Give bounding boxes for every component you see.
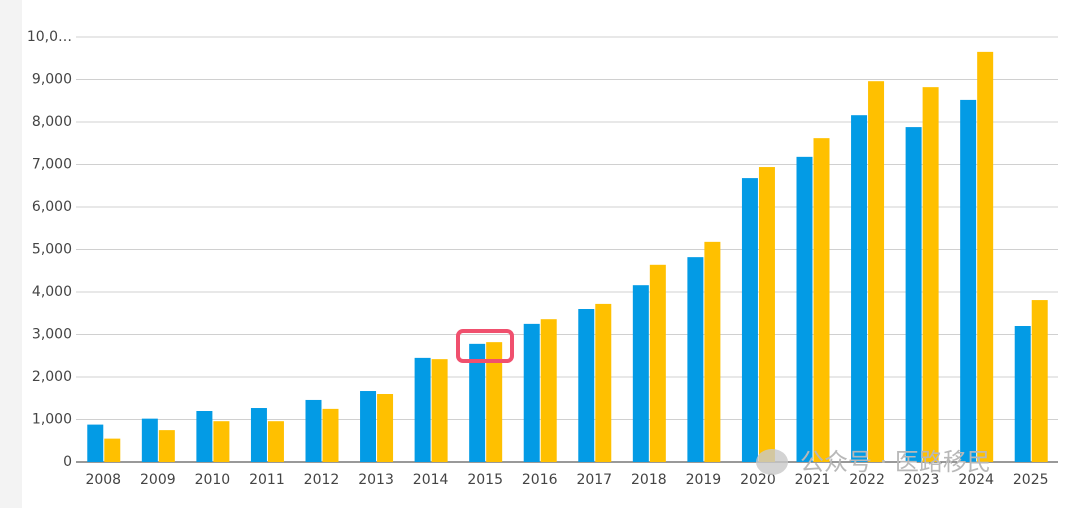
bar: [305, 399, 322, 462]
bar: [632, 285, 649, 462]
side-strip: [0, 0, 22, 508]
bar: [578, 309, 595, 462]
x-tick-label: 2023: [904, 472, 940, 488]
x-tick-label: 2018: [631, 472, 667, 488]
bar: [486, 342, 503, 462]
bar: [868, 81, 885, 462]
y-tick-label: 0: [63, 454, 72, 470]
highlight-box: [456, 329, 514, 363]
bar: [758, 167, 775, 463]
bar: [905, 127, 922, 462]
bar: [523, 323, 540, 462]
y-tick-label: 8,000: [32, 114, 72, 130]
bar: [687, 257, 704, 462]
bar: [431, 359, 448, 462]
x-tick-label: 2017: [576, 472, 612, 488]
x-tick-label: 2012: [304, 472, 340, 488]
y-tick-label: 3,000: [32, 327, 72, 343]
x-tick-label: 2020: [740, 472, 776, 488]
x-tick-label: 2010: [195, 472, 231, 488]
y-tick-label: 6,000: [32, 199, 72, 215]
x-tick-label: 2011: [249, 472, 285, 488]
bar: [704, 241, 721, 462]
bar: [469, 343, 486, 462]
watermark-icon: [756, 449, 788, 475]
bar: [250, 408, 267, 462]
bar: [922, 87, 939, 463]
bar: [377, 394, 394, 462]
bar: [267, 421, 284, 462]
watermark: 公众号 · 医路移民: [800, 448, 991, 476]
bar: [977, 51, 994, 462]
y-tick-label: 4,000: [32, 284, 72, 300]
x-tick-label: 2015: [467, 472, 503, 488]
bar: [813, 138, 830, 462]
bar: [141, 418, 158, 462]
bar: [741, 178, 758, 462]
x-tick-label: 2008: [85, 472, 121, 488]
x-tick-label: 2019: [686, 472, 722, 488]
bar: [322, 408, 339, 462]
bar: [104, 438, 121, 462]
bar: [87, 424, 104, 462]
bar: [851, 115, 868, 462]
bar: [649, 264, 666, 462]
x-tick-label: 2021: [795, 472, 831, 488]
x-tick-label: 2014: [413, 472, 449, 488]
x-tick-label: 2016: [522, 472, 558, 488]
x-tick-label: 2013: [358, 472, 394, 488]
y-tick-label: 10,0…: [27, 29, 72, 45]
bar: [595, 303, 612, 462]
bar: [414, 357, 431, 462]
bar: [360, 391, 377, 462]
x-tick-label: 2022: [849, 472, 885, 488]
bar: [1014, 326, 1031, 462]
y-tick-label: 7,000: [32, 157, 72, 173]
y-tick-label: 1,000: [32, 412, 72, 428]
y-tick-label: 5,000: [32, 242, 72, 258]
bar: [796, 156, 813, 462]
bar: [960, 99, 977, 463]
bar: [540, 319, 557, 462]
y-tick-label: 9,000: [32, 72, 72, 88]
bar: [158, 430, 175, 462]
bar: [196, 411, 213, 462]
x-tick-label: 2024: [958, 472, 994, 488]
y-tick-label: 2,000: [32, 369, 72, 385]
bar: [213, 421, 230, 462]
x-tick-label: 2025: [1013, 472, 1049, 488]
x-tick-label: 2009: [140, 472, 176, 488]
bar: [1031, 300, 1048, 462]
